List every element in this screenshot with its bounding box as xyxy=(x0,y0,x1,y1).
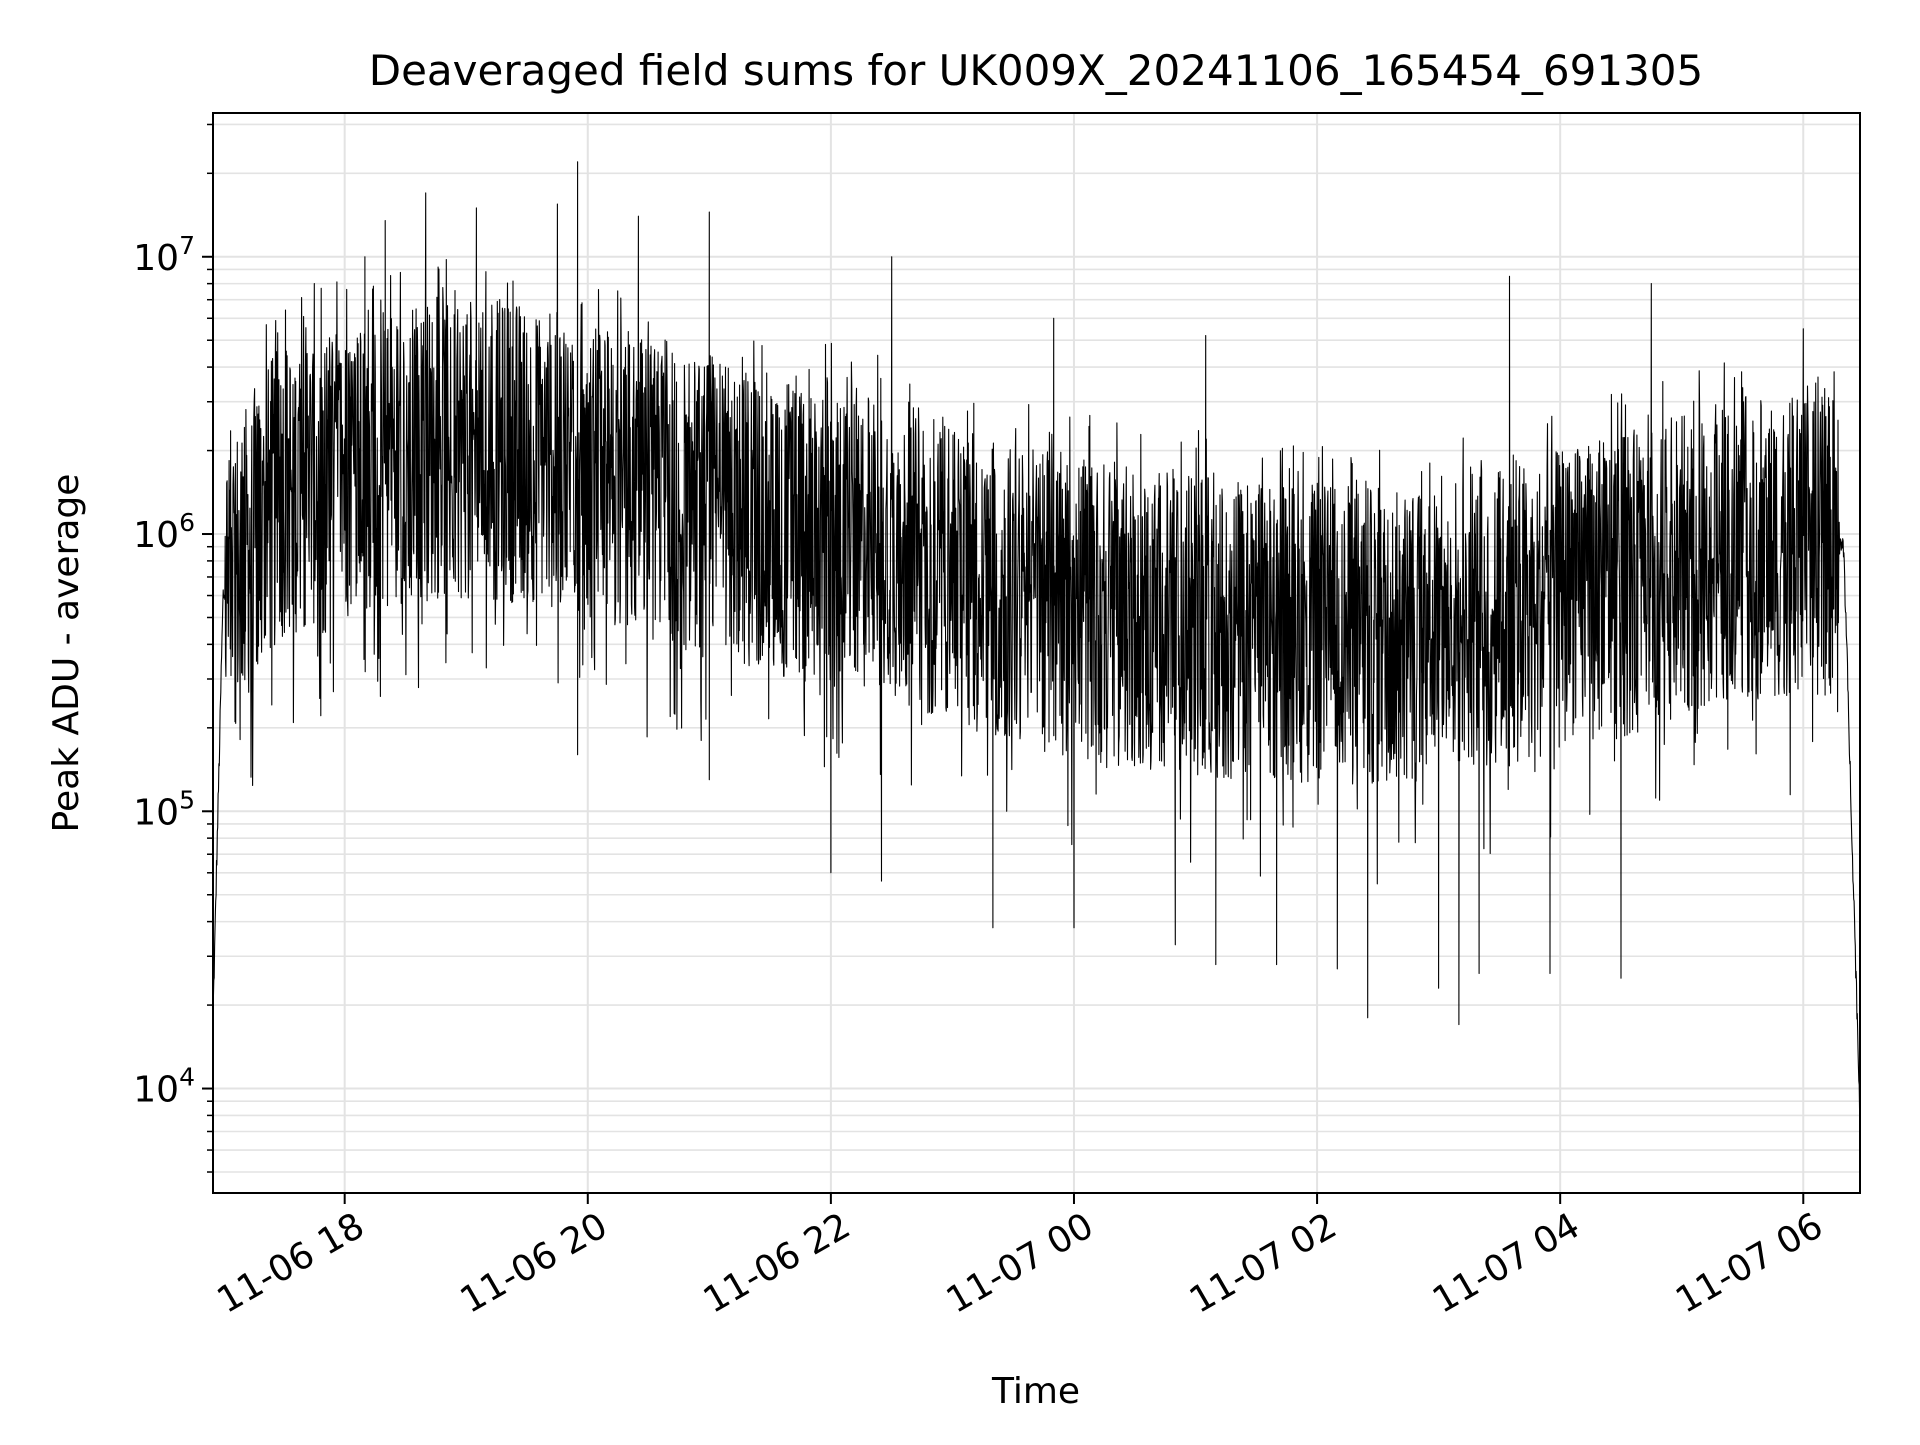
series-layer xyxy=(213,161,1860,1114)
chart-title: Deaveraged field sums for UK009X_2024110… xyxy=(369,46,1704,95)
plot-area xyxy=(213,161,1860,1114)
y-tick-label: 107 xyxy=(133,231,195,279)
y-tick-label: 104 xyxy=(133,1063,195,1111)
y-axis-label: Peak ADU - average xyxy=(46,474,87,833)
y-axis: 104 105 106 107 xyxy=(133,123,213,1173)
plot-frame xyxy=(212,112,1861,1194)
y-tick-label: 105 xyxy=(133,785,195,833)
y-tick-label: 106 xyxy=(133,508,195,556)
x-axis-label: Time xyxy=(991,1371,1080,1412)
series-line xyxy=(213,161,1860,1114)
